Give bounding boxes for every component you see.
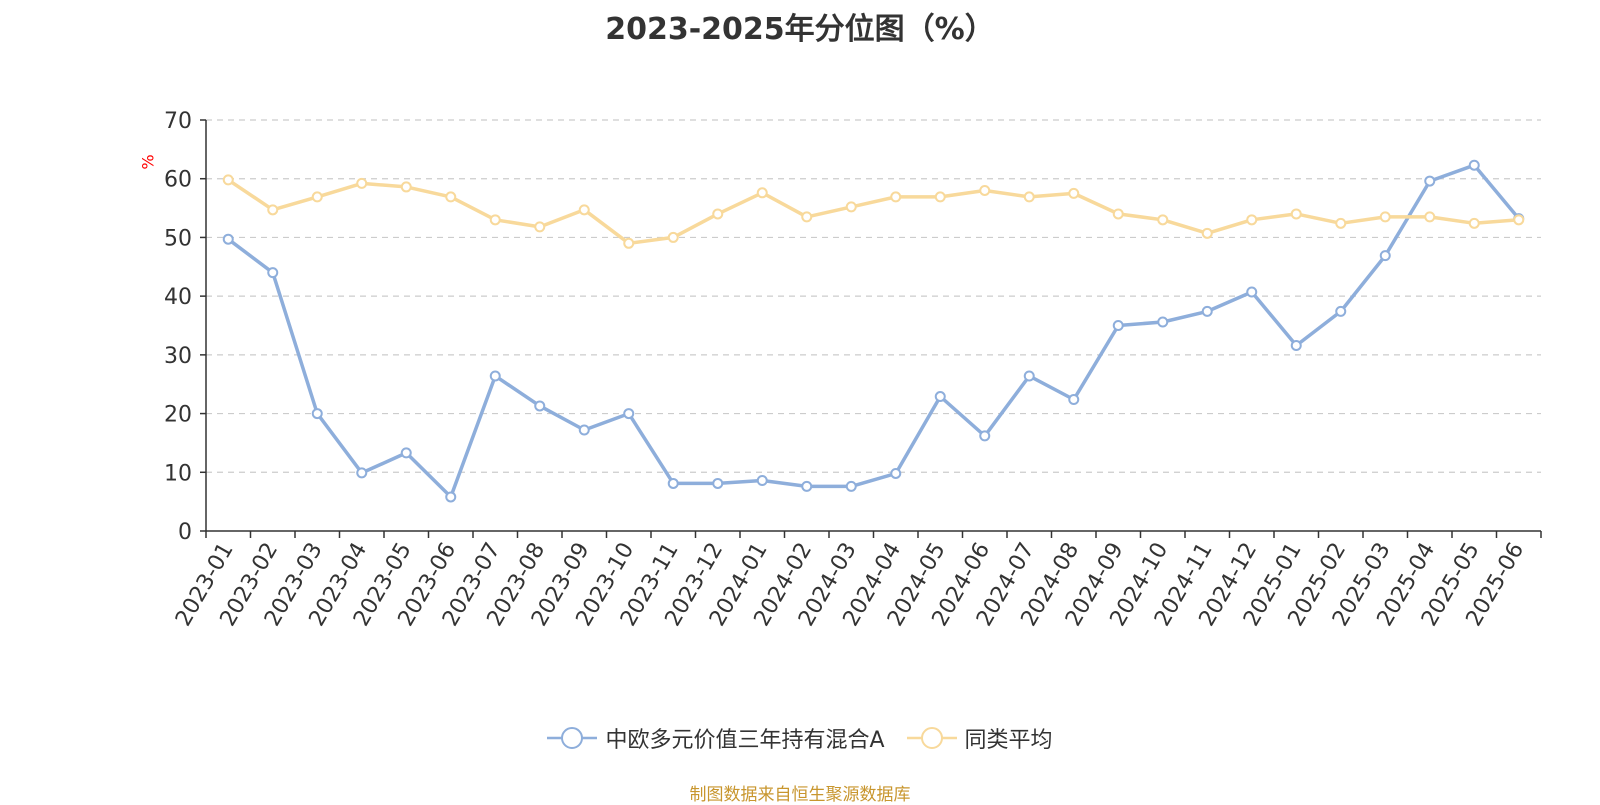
data-point-series-2 — [979, 184, 991, 196]
data-point-series-1 — [890, 467, 902, 479]
grid-lines — [206, 119, 1541, 473]
data-point-series-2 — [623, 237, 635, 249]
data-point-series-1 — [445, 491, 457, 503]
data-point-series-2 — [1112, 208, 1124, 220]
data-point-series-1 — [623, 408, 635, 420]
data-point-series-2 — [1335, 217, 1347, 229]
y-tick-label: 10 — [164, 461, 192, 486]
series-line-1 — [227, 163, 1521, 499]
legend-label-series-2: 同类平均 — [964, 728, 1053, 753]
data-point-series-1 — [1424, 175, 1436, 187]
data-point-series-1 — [712, 477, 724, 489]
data-point-series-1 — [1246, 286, 1258, 298]
data-point-series-1 — [756, 475, 768, 487]
data-point-series-2 — [845, 201, 857, 213]
legend-swatch-series-1-icon — [547, 727, 598, 749]
data-point-series-1 — [222, 233, 234, 245]
data-point-series-2 — [311, 191, 323, 203]
data-point-series-2 — [1379, 211, 1391, 223]
data-point-series-2 — [578, 204, 590, 216]
legend: 中欧多元价值三年持有混合A 同类平均 — [0, 722, 1600, 754]
data-point-series-2 — [1290, 208, 1302, 220]
data-point-series-1 — [1290, 339, 1302, 351]
data-point-series-2 — [1201, 227, 1213, 239]
data-point-series-2 — [1246, 214, 1258, 226]
y-tick-label: 60 — [164, 168, 192, 193]
series-lines — [222, 159, 1525, 503]
data-point-series-2 — [934, 191, 946, 203]
data-point-series-2 — [356, 177, 368, 189]
data-point-series-2 — [756, 187, 768, 199]
data-point-series-2 — [890, 191, 902, 203]
data-point-series-1 — [1157, 316, 1169, 328]
y-tick-label: 0 — [178, 520, 192, 545]
data-point-series-1 — [1468, 159, 1480, 171]
data-point-series-1 — [578, 424, 590, 436]
y-axis-unit: % — [139, 154, 158, 169]
data-point-series-1 — [979, 430, 991, 442]
data-point-series-1 — [400, 447, 412, 459]
data-point-series-1 — [267, 267, 279, 279]
data-point-series-2 — [1513, 214, 1525, 226]
data-point-series-2 — [1157, 214, 1169, 226]
data-source-note: 制图数据来自恒生聚源数据库 — [689, 785, 911, 805]
legend-item-series-2[interactable]: 同类平均 — [906, 722, 1053, 754]
data-point-series-1 — [489, 370, 501, 382]
data-point-series-2 — [489, 214, 501, 226]
data-point-series-2 — [667, 231, 679, 243]
data-point-series-1 — [1335, 305, 1347, 317]
data-point-series-1 — [356, 467, 368, 479]
y-tick-label: 70 — [164, 109, 192, 134]
data-point-series-1 — [845, 480, 857, 492]
data-point-series-2 — [712, 208, 724, 220]
legend-item-series-1[interactable]: 中欧多元价值三年持有混合A — [547, 722, 885, 754]
data-point-series-1 — [1201, 305, 1213, 317]
data-point-series-2 — [1424, 211, 1436, 223]
chart-title: 2023-2025年分位图（%） — [605, 12, 995, 47]
data-point-series-1 — [801, 480, 813, 492]
data-point-series-1 — [667, 477, 679, 489]
data-point-series-2 — [267, 204, 279, 216]
data-point-series-2 — [1023, 191, 1035, 203]
data-point-series-2 — [534, 221, 546, 233]
y-tick-label: 20 — [164, 403, 192, 428]
axes: 0102030405060702023-012023-022023-032023… — [164, 109, 1542, 631]
data-point-series-1 — [1379, 250, 1391, 262]
y-axis-label: % — [139, 154, 158, 169]
data-point-series-1 — [1068, 393, 1080, 405]
data-point-series-2 — [222, 174, 234, 186]
data-point-series-2 — [1468, 217, 1480, 229]
legend-swatch-series-2-icon — [906, 727, 957, 749]
data-point-series-2 — [445, 191, 457, 203]
data-point-series-1 — [534, 400, 546, 412]
data-point-series-2 — [1068, 187, 1080, 199]
data-point-series-2 — [400, 181, 412, 193]
y-tick-label: 40 — [164, 285, 192, 310]
data-point-series-1 — [1023, 370, 1035, 382]
data-point-series-1 — [311, 408, 323, 420]
data-point-series-1 — [934, 391, 946, 403]
y-tick-label: 50 — [164, 226, 192, 251]
series-line-2 — [227, 178, 1519, 246]
data-point-series-2 — [801, 211, 813, 223]
y-tick-label: 30 — [164, 344, 192, 369]
legend-label-series-1: 中欧多元价值三年持有混合A — [605, 728, 885, 753]
data-point-series-1 — [1112, 320, 1124, 331]
